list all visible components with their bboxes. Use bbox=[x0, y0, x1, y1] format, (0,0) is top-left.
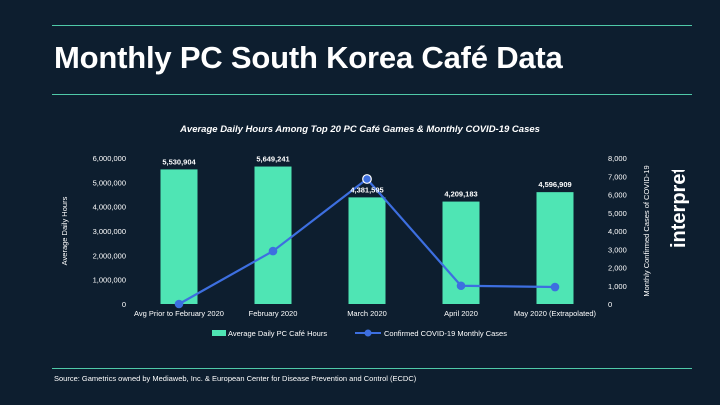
y-tick-label: 4,000,000 bbox=[93, 203, 126, 212]
y-tick-label: 3,000,000 bbox=[93, 227, 126, 236]
x-tick-label: Avg Prior to February 2020 bbox=[134, 309, 224, 318]
y-tick-label: 2,000,000 bbox=[93, 251, 126, 260]
bar-data-label: 4,596,909 bbox=[538, 180, 571, 189]
covid-cases-point bbox=[362, 174, 372, 184]
legend-line-label: Confirmed COVID-19 Monthly Cases bbox=[384, 329, 507, 338]
y2-tick-label: 0 bbox=[608, 300, 612, 309]
y2-tick-label: 5,000 bbox=[608, 209, 627, 218]
interpret-logo-text: interpret bbox=[668, 170, 690, 248]
covid-cases-point bbox=[268, 246, 278, 256]
y-tick-label: 6,000,000 bbox=[93, 154, 126, 163]
y2-tick-label: 8,000 bbox=[608, 154, 627, 163]
y2-axis-title: Monthly Confirmed Cases of COVID-19 bbox=[642, 165, 651, 296]
top-rule bbox=[52, 25, 692, 26]
x-tick-label: April 2020 bbox=[444, 309, 478, 318]
y-tick-label: 0 bbox=[122, 300, 126, 309]
y2-tick-label: 7,000 bbox=[608, 172, 627, 181]
covid-cases-point bbox=[456, 281, 466, 291]
y2-tick-label: 3,000 bbox=[608, 245, 627, 254]
x-tick-label: March 2020 bbox=[347, 309, 387, 318]
covid-cases-point bbox=[550, 282, 560, 292]
bar bbox=[348, 197, 386, 304]
legend-bar-swatch bbox=[212, 330, 226, 336]
bar bbox=[160, 169, 198, 304]
bar-data-label: 5,649,241 bbox=[256, 155, 289, 164]
y-tick-label: 1,000,000 bbox=[93, 276, 126, 285]
bar bbox=[254, 166, 292, 304]
title-underline-rule bbox=[52, 94, 692, 95]
bar-data-label: 5,530,904 bbox=[162, 157, 196, 166]
y2-tick-label: 1,000 bbox=[608, 282, 627, 291]
y2-tick-label: 6,000 bbox=[608, 191, 627, 200]
legend-bar-label: Average Daily PC Café Hours bbox=[228, 329, 327, 338]
y2-tick-label: 2,000 bbox=[608, 264, 627, 273]
x-tick-label: February 2020 bbox=[249, 309, 298, 318]
footer-rule bbox=[52, 368, 692, 369]
legend-line-marker bbox=[364, 329, 372, 337]
covid-cases-point bbox=[174, 299, 184, 309]
bar-data-label: 4,381,595 bbox=[350, 185, 383, 194]
y-axis-title: Average Daily Hours bbox=[60, 196, 69, 265]
y2-tick-label: 4,000 bbox=[608, 227, 627, 236]
bar-data-label: 4,209,183 bbox=[444, 190, 477, 199]
interpret-logo: interpret bbox=[668, 170, 690, 248]
y-tick-label: 5,000,000 bbox=[93, 178, 126, 187]
source-note: Source: Gametrics owned by Mediaweb, Inc… bbox=[54, 374, 417, 383]
chart-title: Average Daily Hours Among Top 20 PC Café… bbox=[180, 124, 540, 135]
x-tick-label: May 2020 (Extrapolated) bbox=[514, 309, 597, 318]
page-title: Monthly PC South Korea Café Data bbox=[54, 40, 563, 75]
